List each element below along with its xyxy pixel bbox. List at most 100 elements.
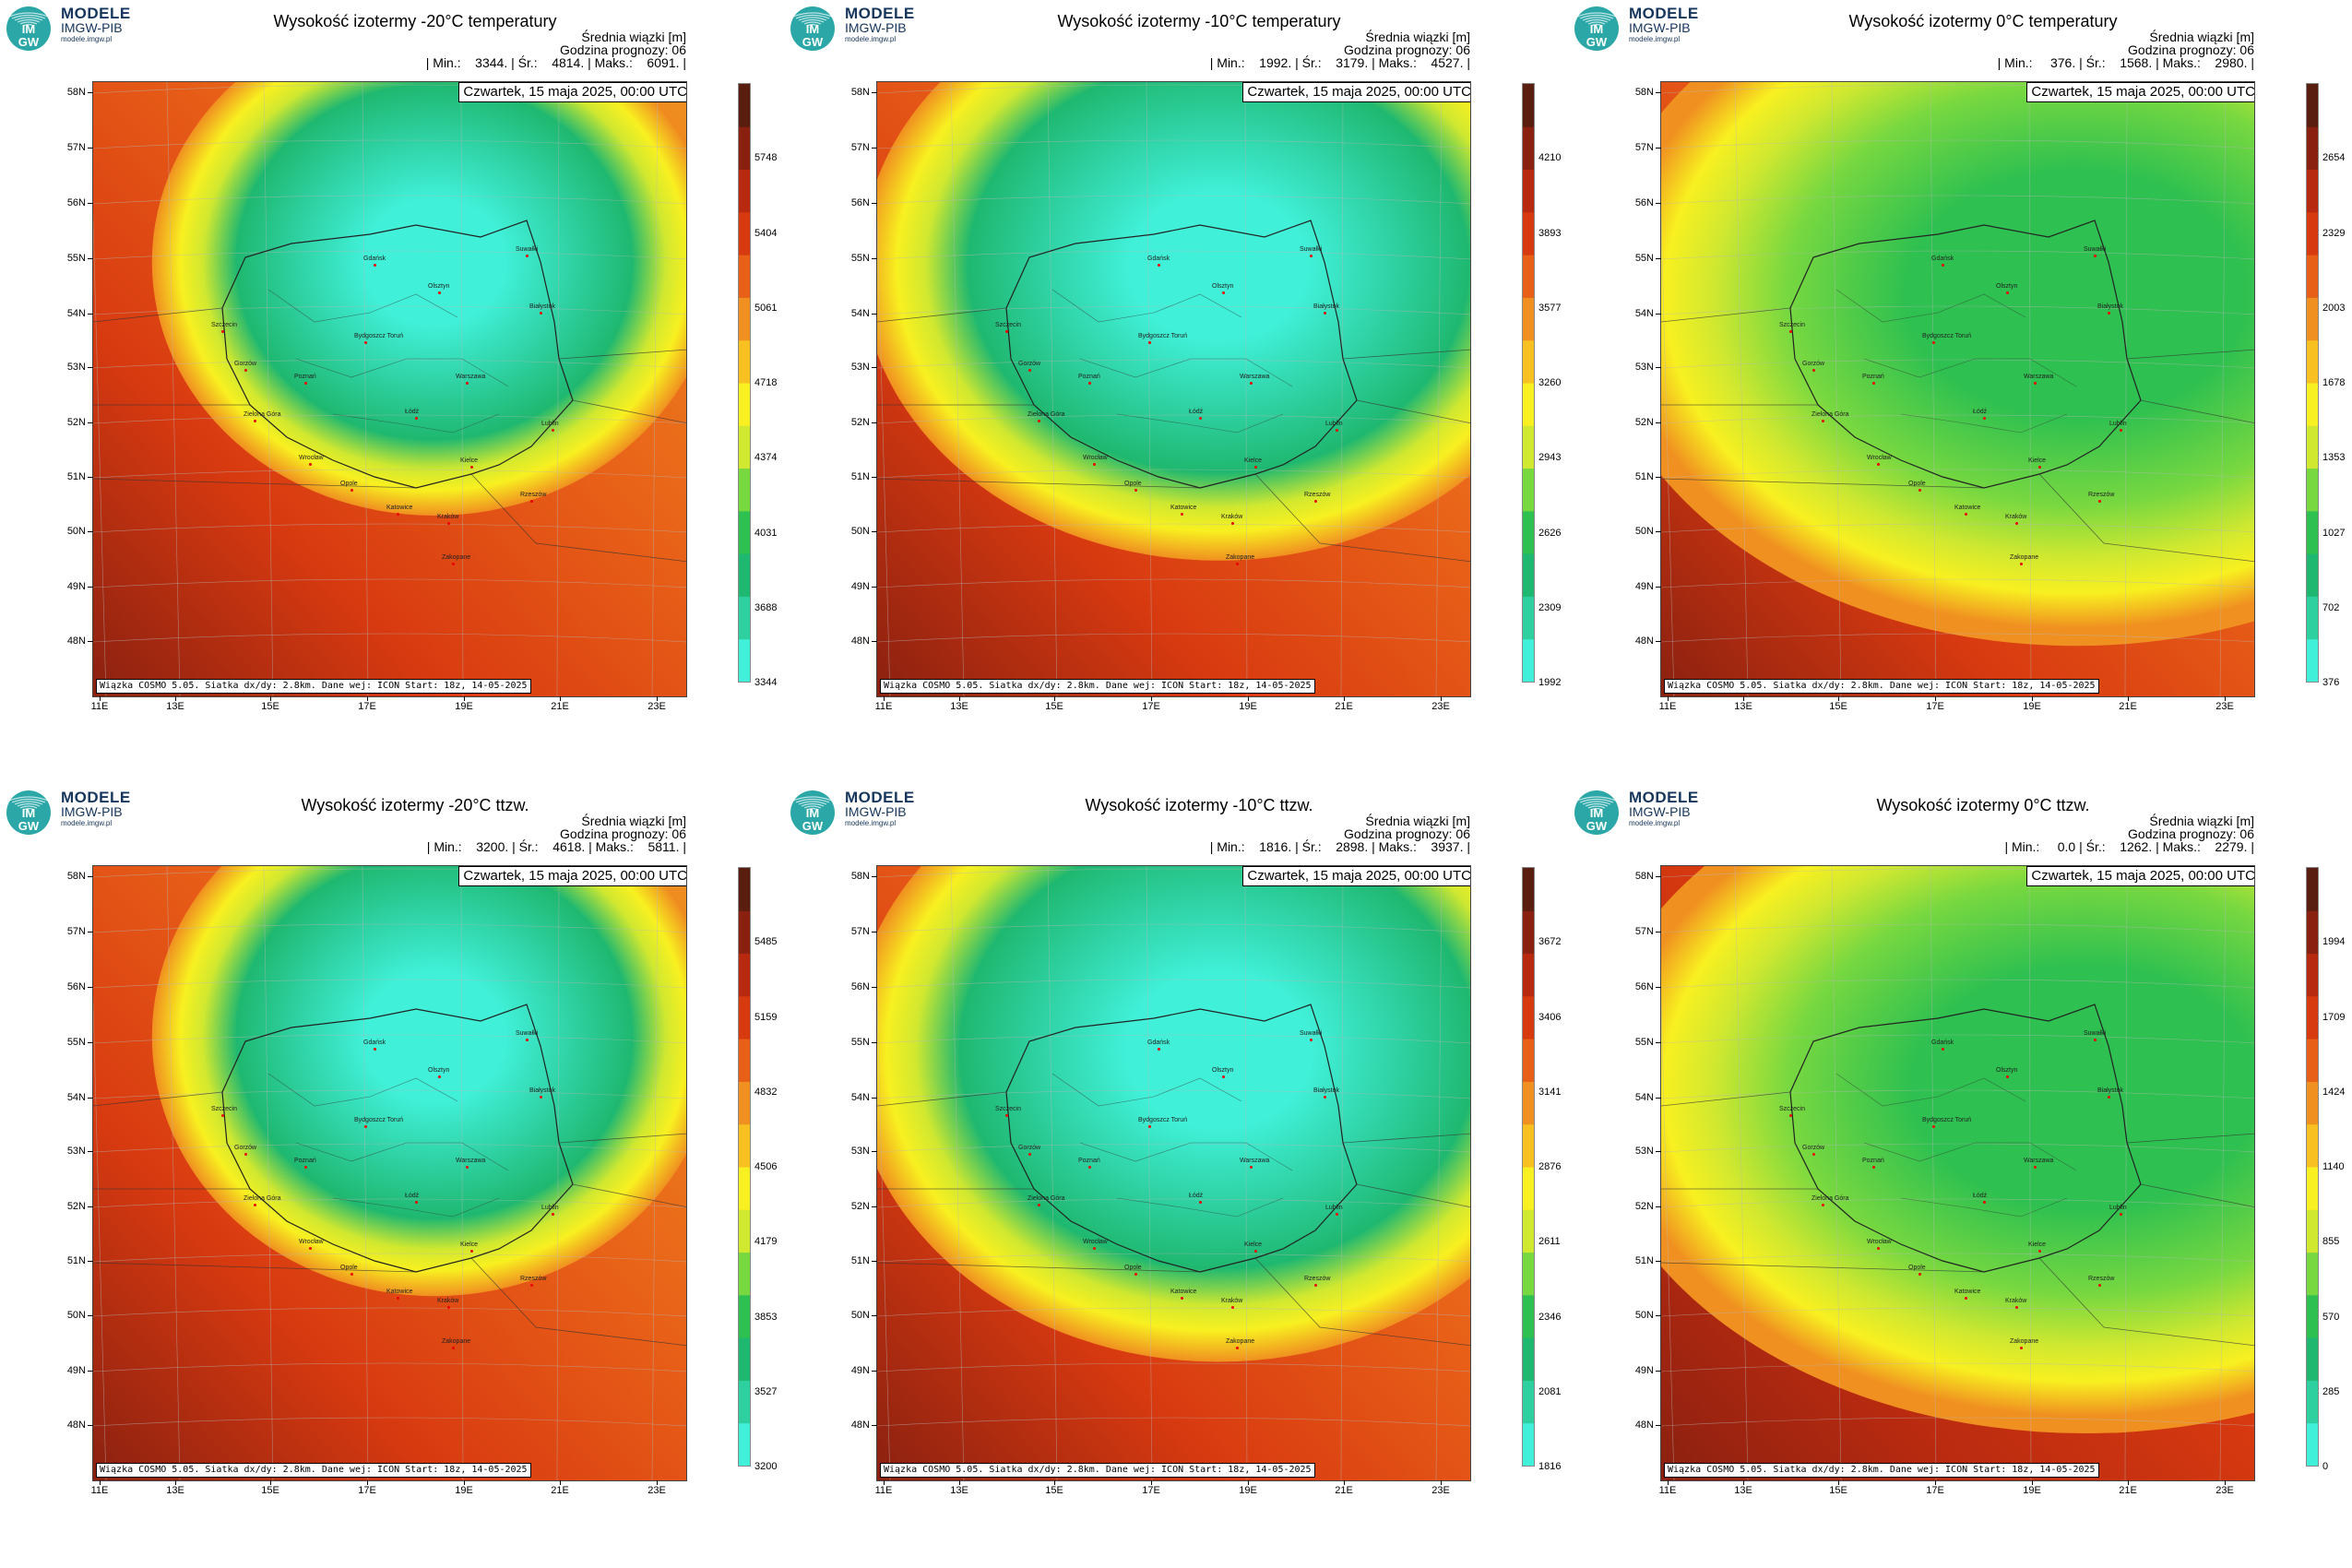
lat-tick (88, 1098, 93, 1099)
city-marker (254, 420, 256, 422)
city-marker (2006, 1075, 2009, 1078)
lat-tick (1656, 422, 1661, 423)
city-marker (1148, 1125, 1151, 1128)
lat-tick-label: 52N (66, 1201, 86, 1212)
forecast-hour: Godzina prognozy: 06 (1344, 42, 1470, 57)
lat-tick-label: 55N (1634, 1037, 1654, 1048)
lon-tick (1838, 696, 1839, 701)
lon-tick-label: 19E (2023, 1485, 2041, 1496)
colorbar-swatch (2307, 468, 2318, 512)
city-label: Białystok (2097, 1087, 2124, 1094)
colorbar-label: 1353 (2322, 452, 2346, 464)
lat-tick-label: 49N (1634, 1365, 1654, 1376)
lat-tick (1656, 1261, 1661, 1262)
lon-tick-label: 13E (1734, 1485, 1752, 1496)
lon-tick (270, 1480, 271, 1485)
lon-tick-label: 23E (1431, 701, 1450, 712)
imgw-logo: IM GW MODELE IMGW-PIB modele.imgw.pl (790, 6, 937, 52)
colorbar-label: 4374 (754, 452, 778, 464)
logo-badge-bottom: GW (18, 35, 40, 49)
city-label: Szczecin (1779, 322, 1806, 328)
lat-tick-label: 53N (1634, 1146, 1654, 1157)
colorbar-label: 5485 (754, 936, 778, 948)
city-marker (2038, 466, 2041, 469)
city-label: Rzeszów (520, 1276, 547, 1282)
map-panel-6: IM GW MODELE IMGW-PIB modele.imgw.pl Wysokość… (1568, 784, 2352, 1568)
city-marker (374, 264, 376, 267)
city-marker (1983, 417, 1986, 420)
isotherm-field (877, 866, 1470, 1480)
lat-tick (88, 1315, 93, 1316)
lat-tick-label: 49N (850, 1365, 870, 1376)
logo-url: modele.imgw.pl (845, 35, 897, 43)
city-label: Poznań (1078, 374, 1100, 380)
lat-tick (1656, 92, 1661, 93)
city-marker (552, 429, 554, 432)
lat-tick-label: 56N (850, 197, 870, 208)
lat-tick (88, 876, 93, 877)
city-label: Szczecin (211, 322, 238, 328)
colorbar-swatch (1523, 910, 1534, 955)
city-marker (1093, 1247, 1096, 1250)
isotherm-field (877, 82, 1470, 696)
lon-tick (2128, 1480, 2129, 1485)
colorbar-swatch (739, 1167, 750, 1210)
city-marker (2094, 1039, 2097, 1041)
isotherm-field (93, 866, 686, 1480)
lon-tick-label: 19E (455, 1485, 473, 1496)
lat-tick-label: 48N (850, 636, 870, 647)
city-label: Rzeszów (1304, 492, 1331, 498)
city-label: Zakopane (2010, 1338, 2039, 1345)
lat-tick-label: 54N (66, 1092, 86, 1103)
city-label: Opole (340, 481, 358, 487)
colorbar-swatch (1523, 211, 1534, 255)
model-info-footer: Wiązka COSMO 5.05. Siatka dx/dy: 2.8km. … (880, 1463, 1315, 1478)
colorbar-swatch (739, 297, 750, 341)
city-label: Rzeszów (2088, 1276, 2115, 1282)
colorbar-label: 3200 (754, 1461, 778, 1472)
city-marker (1222, 1075, 1225, 1078)
city-label: Poznań (1862, 374, 1884, 380)
city-label: Zakopane (1226, 554, 1255, 561)
lat-tick-label: 48N (850, 1420, 870, 1431)
lat-tick (88, 92, 93, 93)
imgw-badge-icon: IM GW (6, 790, 52, 836)
lon-tick (657, 696, 658, 701)
colorbar-swatch (2307, 1252, 2318, 1296)
lon-tick-label: 11E (874, 1485, 893, 1496)
lat-tick (872, 477, 877, 478)
logo-title: MODELE (845, 789, 915, 806)
city-label: Olsztyn (1212, 283, 1234, 290)
colorbar-swatch (739, 1081, 750, 1125)
lon-tick-label: 15E (261, 701, 279, 712)
cold-dome (1661, 82, 2254, 647)
city-marker (364, 1125, 367, 1128)
city-label: Lublin (1325, 1205, 1343, 1211)
neighbor-borders (1661, 1091, 2254, 1347)
lon-tick-label: 15E (1829, 1485, 1847, 1496)
city-marker (374, 1048, 376, 1051)
lon-tick-label: 11E (874, 701, 893, 712)
valid-date: Czwartek, 15 maja 2025, 00:00 UTC (458, 82, 686, 102)
lon-tick (1935, 1480, 1936, 1485)
colorbar-swatch (739, 868, 750, 911)
lon-tick-label: 15E (1829, 701, 1847, 712)
colorbar (738, 867, 751, 1467)
lon-tick-label: 11E (1658, 701, 1677, 712)
city-label: Gdańsk (363, 255, 386, 262)
cold-dome (151, 866, 686, 1297)
colorbar-label: 2611 (1538, 1236, 1561, 1248)
lat-tick (88, 1261, 93, 1262)
lat-tick-label: 49N (66, 581, 86, 592)
city-label: Gorzów (234, 1145, 257, 1151)
lon-tick (2225, 1480, 2226, 1485)
lat-tick-label: 53N (850, 1146, 870, 1157)
city-label: Zakopane (442, 1338, 471, 1345)
city-label: Białystok (1313, 1087, 1340, 1094)
colorbar-label: 3527 (754, 1385, 778, 1397)
city-marker (254, 1204, 256, 1206)
lon-tick-label: 13E (950, 701, 968, 712)
lat-tick-label: 57N (1634, 926, 1654, 937)
city-marker (1872, 1166, 1875, 1169)
map-title: Wysokość izotermy -20°C ttzw. (301, 796, 529, 814)
